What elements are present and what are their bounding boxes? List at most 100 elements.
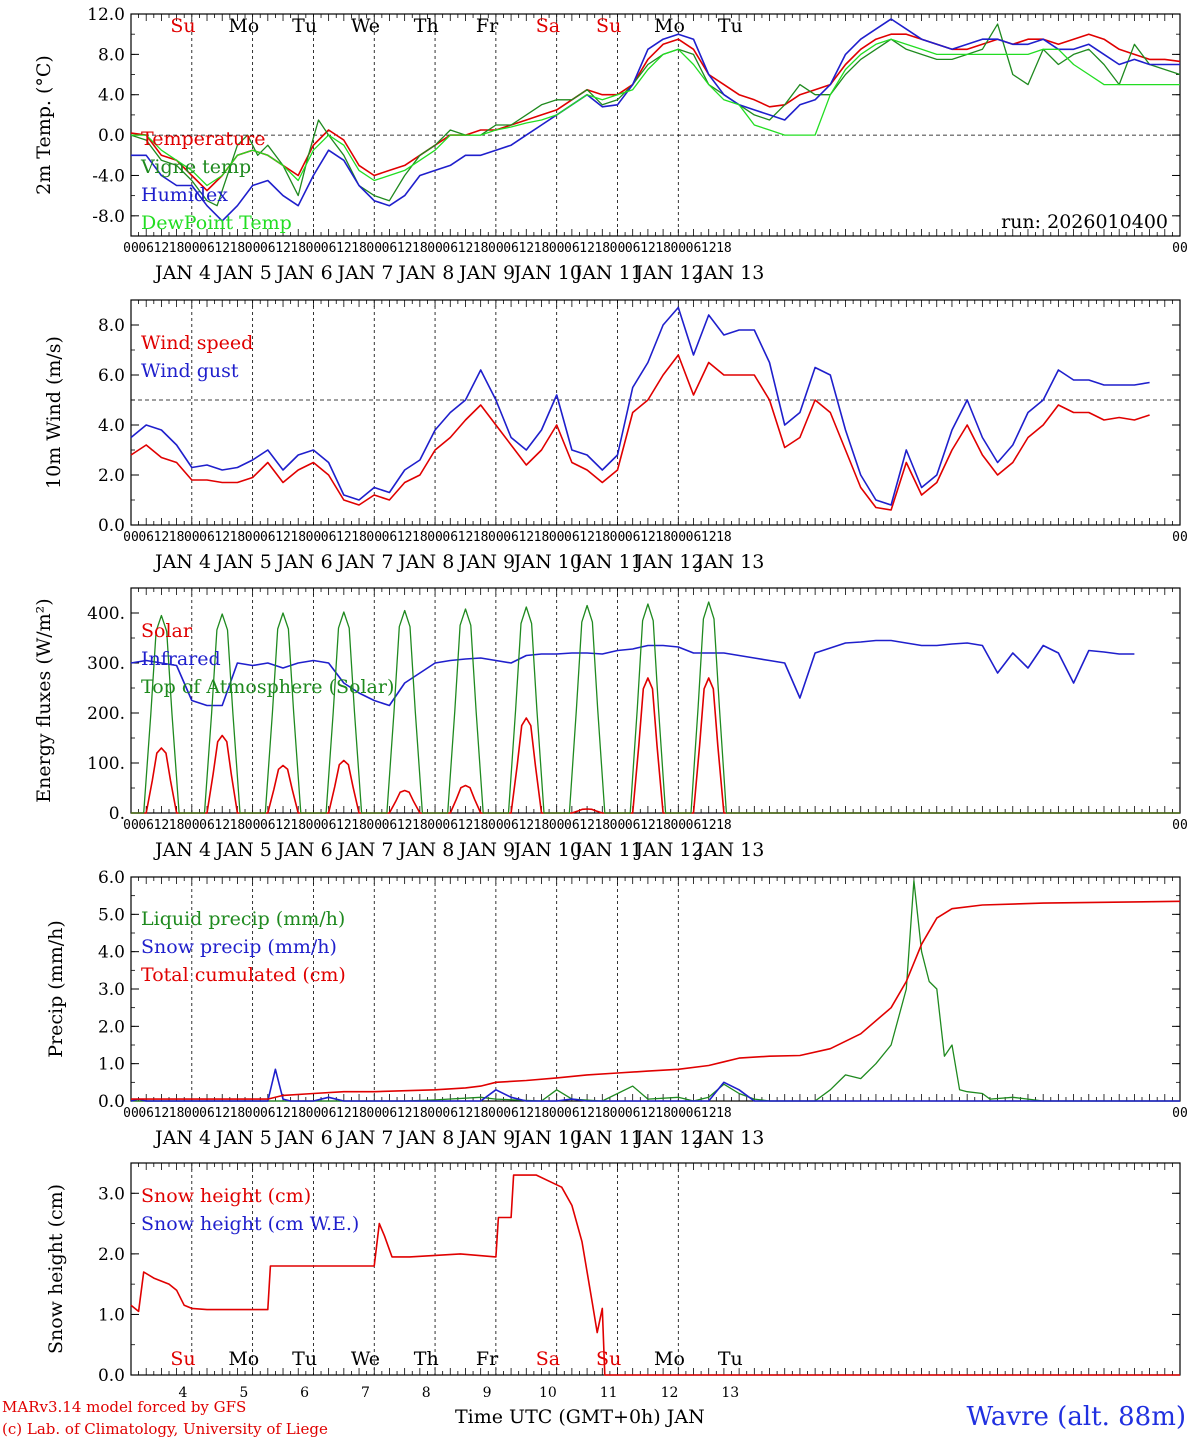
hour-label: 12 [458,530,474,545]
hour-label: 00 [245,818,261,833]
date-label: JAN 13 [694,551,764,573]
day-number: 13 [721,1385,739,1401]
hour-label: 00 [184,818,200,833]
hour-label: 12 [214,818,230,833]
date-label: JAN 9 [457,262,515,284]
day-label: Mo [654,1348,685,1370]
hour-label: 00 [427,818,443,833]
series-line-temperature [130,33,1181,192]
hour-label: 12 [214,530,230,545]
hour-label: 06 [321,241,337,256]
hour-label: 12 [458,818,474,833]
hour-label: 06 [564,1106,580,1121]
day-number: 6 [300,1385,309,1401]
hour-label: 12 [154,1106,170,1121]
legend-entry: Vigne temp [140,156,251,178]
hour-label: 12 [518,530,534,545]
day-label: Mo [228,15,259,37]
hour-label: 12 [640,241,656,256]
hour-label: 06 [442,818,458,833]
day-label: Tu [292,15,317,37]
hour-label: 12 [214,1106,230,1121]
y-tick-label: 5.0 [98,905,125,925]
hour-label: 18 [594,530,610,545]
hour-label: 00 [549,241,565,256]
hour-label: 18 [412,1106,428,1121]
date-label: JAN 12 [633,839,703,861]
run-label: run: 2026010400 [1001,211,1168,233]
hour-label: 00 [184,530,200,545]
series-line-total-cumulated-cm- [131,900,1181,1100]
hour-label: 06 [382,530,398,545]
hour-label: 18 [351,530,367,545]
hour-label: 12 [275,241,291,256]
y-axis-label-precip: Precip (mm/h) [45,920,67,1058]
hour-label: 00 [1172,530,1188,545]
hour-label: 12 [579,818,595,833]
hour-label: 00 [670,241,686,256]
hour-label: 12 [275,1106,291,1121]
hour-label: 00 [1172,241,1188,256]
station-label: Wavre (alt. 88m) [966,1402,1186,1432]
hour-label: 18 [594,818,610,833]
hour-label: 06 [503,241,519,256]
y-tick-label: 100. [87,754,125,774]
legend-entry: Infrared [141,648,221,670]
legend-entry: Snow precip (mm/h) [141,936,337,958]
hour-label: 12 [275,530,291,545]
hour-label: 00 [488,1106,504,1121]
date-label: JAN 6 [275,839,333,861]
hour-label: 12 [579,1106,595,1121]
series-line-snow-height-cm- [130,1174,1180,1376]
hour-label: 12 [336,1106,352,1121]
day-label: Mo [228,1348,259,1370]
day-number: 7 [361,1385,370,1401]
hour-label: 18 [534,530,550,545]
hour-label: 06 [138,530,154,545]
day-label: We [351,15,380,37]
hour-label: 00 [245,530,261,545]
y-tick-label: 1.0 [98,1305,125,1325]
hour-label: 18 [351,1106,367,1121]
series-line-dewpoint-temp [131,38,1180,187]
model-credit: MARv3.14 model forced by GFS [2,1398,247,1416]
y-tick-label: 3.0 [98,1184,125,1204]
date-label: JAN 11 [573,262,643,284]
hour-label: 00 [306,1106,322,1121]
hour-label: 12 [518,241,534,256]
hour-label: 00 [366,530,382,545]
series-line-humidex [131,18,1180,222]
hour-label: 06 [686,530,702,545]
hour-label: 06 [382,1106,398,1121]
day-label: Th [414,15,439,37]
hour-label: 18 [290,241,306,256]
legend-entry: Humidex [141,184,228,206]
date-label: JAN 6 [275,1127,333,1149]
hour-label: 00 [488,818,504,833]
day-number: 12 [661,1385,679,1401]
y-tick-label: 4.0 [98,943,125,963]
hour-label: 06 [625,1106,641,1121]
hour-label: 12 [154,818,170,833]
hour-label: 00 [610,1106,626,1121]
hour-label: 00 [306,818,322,833]
y-tick-label: 2.0 [98,466,125,486]
date-label: JAN 13 [694,839,764,861]
y-tick-label: 12.0 [87,5,125,25]
date-label: JAN 4 [153,551,211,573]
hour-label: 00 [123,818,139,833]
hour-label: 06 [564,241,580,256]
hour-label: 06 [625,818,641,833]
day-label: We [351,1348,380,1370]
hour-label: 00 [123,1106,139,1121]
date-label: JAN 11 [573,839,643,861]
day-label: Su [170,15,195,37]
date-label: JAN 10 [512,839,582,861]
hour-label: 18 [290,530,306,545]
day-number: 10 [539,1385,557,1401]
date-label: JAN 4 [153,839,211,861]
day-number: 8 [422,1385,431,1401]
hour-label: 06 [564,818,580,833]
date-label: JAN 11 [573,1127,643,1149]
hour-label: 06 [625,241,641,256]
